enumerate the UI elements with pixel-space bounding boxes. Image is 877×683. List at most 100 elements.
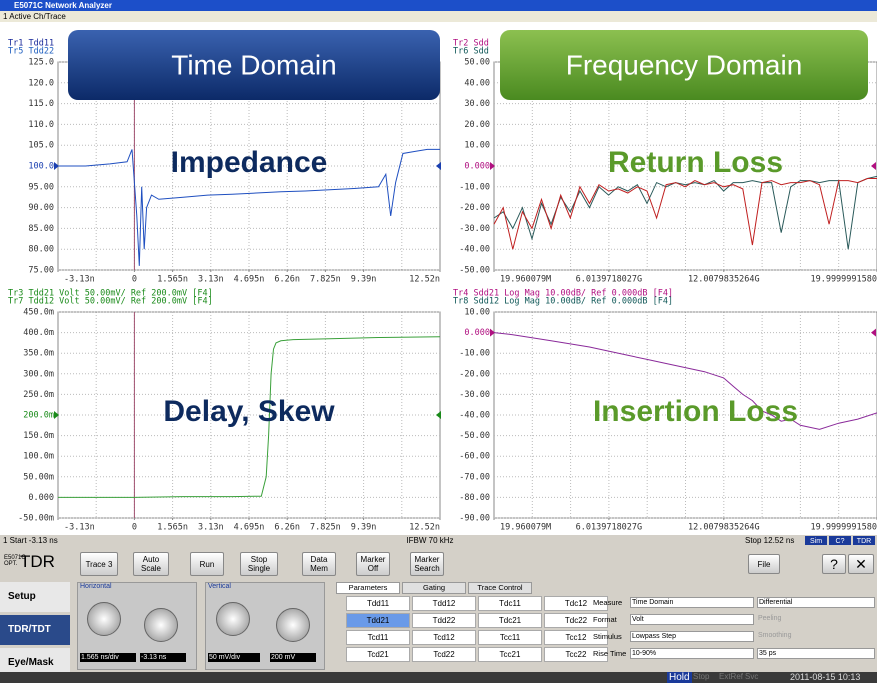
x-tick-label: 6.26n	[274, 523, 300, 533]
toolbar-button[interactable]: Auto Scale	[133, 552, 169, 576]
close-button[interactable]: ✕	[848, 554, 874, 574]
toolbar-button[interactable]: Marker Off	[356, 552, 390, 576]
setting-value[interactable]: Volt	[630, 614, 754, 625]
param-cell[interactable]: Tcd22	[412, 647, 476, 662]
x-tick-label: 12.0079835264G	[688, 523, 760, 533]
trace	[493, 332, 877, 430]
y-tick-label: 350.0m	[23, 349, 54, 359]
freq-banner-text: Frequency Domain	[566, 49, 803, 80]
y-tick-label: -60.00	[459, 452, 490, 462]
y-tick-label: 95.00	[28, 182, 54, 192]
setting-extra[interactable]: Differential	[757, 597, 875, 608]
knob[interactable]	[144, 608, 178, 642]
y-tick-label: 115.0	[28, 99, 54, 109]
y-tick-label: 200.0m	[23, 411, 54, 421]
y-tick-label: 110.0	[28, 120, 54, 130]
status-flag	[853, 536, 875, 545]
y-tick-label: 50.00m	[23, 472, 54, 482]
knob[interactable]	[216, 602, 250, 636]
setting-value[interactable]: Lowpass Step	[630, 631, 754, 642]
param-cell[interactable]: Tdd12	[412, 596, 476, 611]
toolbar-button[interactable]: Marker Search	[410, 552, 444, 576]
param-cell[interactable]: Tcc11	[478, 630, 542, 645]
tab[interactable]: Parameters	[336, 582, 400, 594]
param-cell[interactable]: Tcc22	[544, 647, 608, 662]
y-tick-label: 100.0m	[23, 452, 54, 462]
setting-value[interactable]: Time Domain	[630, 597, 754, 608]
y-tick-label: 40.00	[464, 78, 490, 88]
x-tick-label: 19.960079M	[500, 275, 551, 285]
overlay-label: Impedance	[171, 146, 328, 179]
footer	[0, 672, 877, 683]
status-bar	[0, 535, 877, 546]
param-cell[interactable]: Tcd21	[346, 647, 410, 662]
setting-extra[interactable]: Peeling	[758, 615, 782, 622]
x-tick-label: -3.13n	[64, 523, 95, 533]
toolbar-button[interactable]: Stop Single	[240, 552, 278, 576]
ref-marker	[871, 162, 876, 170]
toolbar-button[interactable]: Trace 3	[80, 552, 118, 576]
status-flag-text: C?	[836, 538, 845, 545]
tab[interactable]: Gating	[402, 582, 466, 594]
param-cell[interactable]: Tdc11	[478, 596, 542, 611]
trace-header: Tr3 Tdd21 Volt 50.00mV/ Ref 200.0mV [F4]	[8, 289, 213, 299]
param-cell[interactable]: Tdc21	[478, 613, 542, 628]
y-tick-label: 105.0	[28, 141, 54, 151]
setting-extra[interactable]: 35 ps	[757, 648, 875, 659]
param-cell[interactable]: Tdc12	[544, 596, 608, 611]
knob[interactable]	[87, 602, 121, 636]
param-cell[interactable]: Tcd12	[412, 630, 476, 645]
file-button[interactable]: File	[748, 554, 780, 574]
y-tick-label: 80.00	[28, 245, 54, 255]
y-tick-label: -30.00	[459, 390, 490, 400]
knob[interactable]	[276, 608, 310, 642]
status-flag-text: Sim	[810, 538, 822, 545]
side-tab[interactable]: TDR/TDT	[0, 615, 70, 645]
param-cell[interactable]: Tcd11	[346, 630, 410, 645]
ref-marker	[490, 162, 495, 170]
trace-header: Tr5 Tdd22	[8, 47, 54, 57]
x-tick-label: 4.695n	[234, 275, 265, 285]
toolbar-button[interactable]: Run	[190, 552, 224, 576]
param-cell[interactable]: Tdd11	[346, 596, 410, 611]
footer-time: 2011-08-15 10:13	[790, 672, 861, 682]
setting-value[interactable]: 10-90%	[630, 648, 754, 659]
footer-flag: Hold	[667, 672, 692, 683]
control-panel: E5071C OPT. TDR Trace 3 Auto Scale Run Stop S…	[0, 546, 877, 678]
y-tick-label: 85.00	[28, 224, 54, 234]
y-tick-label: 150.0m	[23, 431, 54, 441]
y-tick-label: 400.0m	[23, 328, 54, 338]
trace	[58, 336, 441, 498]
v-pos: 200 mV	[270, 653, 316, 662]
x-tick-label: 1.565n	[157, 275, 188, 285]
freq-banner	[500, 30, 868, 100]
stop: Stop 12.52 ns	[745, 536, 794, 545]
param-cell[interactable]: Tdd22	[412, 613, 476, 628]
y-tick-label: -50.00	[459, 431, 490, 441]
h-pos: -3.13 ns	[140, 653, 186, 662]
toolbar-button[interactable]: Data Mem	[302, 552, 336, 576]
tab[interactable]: Trace Control	[468, 582, 532, 594]
y-tick-label: -50.00m	[18, 514, 54, 524]
side-tab[interactable]: Setup	[0, 582, 70, 612]
footer-flag: ExtRef	[719, 672, 744, 681]
x-tick-label: 3.13n	[198, 523, 224, 533]
y-tick-label: 90.00	[28, 203, 54, 213]
x-tick-label: 0	[132, 523, 137, 533]
y-tick-label: 10.00	[464, 141, 490, 151]
help-button[interactable]: ?	[822, 554, 846, 574]
setting-extra[interactable]: Smoothing	[758, 632, 792, 639]
ref-marker	[871, 328, 876, 337]
ref-marker	[54, 411, 59, 419]
time-banner	[68, 30, 440, 100]
param-cell[interactable]: Tdd21	[346, 613, 410, 628]
trace-header: Tr1 Tdd11	[8, 39, 54, 49]
y-tick-label: 120.0	[28, 78, 54, 88]
param-cell[interactable]: Tdc22	[544, 613, 608, 628]
param-cell[interactable]: Tcc12	[544, 630, 608, 645]
setting-label: Rise Time	[593, 649, 627, 658]
param-cell[interactable]: Tcc21	[478, 647, 542, 662]
footer-flag: Svc	[745, 672, 759, 681]
y-tick-label: 75.00	[28, 266, 54, 276]
